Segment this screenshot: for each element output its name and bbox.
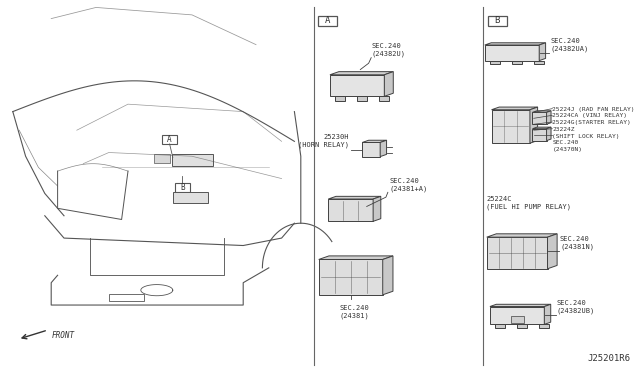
Polygon shape bbox=[373, 196, 381, 221]
Polygon shape bbox=[548, 234, 557, 269]
Polygon shape bbox=[487, 237, 548, 269]
Text: SEC.240
(24382UA): SEC.240 (24382UA) bbox=[550, 38, 589, 52]
Text: B: B bbox=[495, 16, 500, 25]
Polygon shape bbox=[330, 72, 393, 75]
Text: 25224G(STARTER RELAY): 25224G(STARTER RELAY) bbox=[552, 120, 631, 125]
Polygon shape bbox=[490, 307, 545, 324]
Text: (24370N): (24370N) bbox=[552, 147, 582, 152]
Polygon shape bbox=[540, 43, 545, 61]
Polygon shape bbox=[319, 256, 393, 260]
Text: SEC.240
(24381): SEC.240 (24381) bbox=[339, 305, 369, 319]
Polygon shape bbox=[545, 304, 550, 324]
Polygon shape bbox=[492, 110, 530, 143]
Text: B: B bbox=[180, 183, 185, 192]
Text: SEC.240
(24382U): SEC.240 (24382U) bbox=[371, 43, 405, 57]
Bar bbox=[511, 316, 524, 323]
Text: 25224C
(FUEL HI PUMP RELAY): 25224C (FUEL HI PUMP RELAY) bbox=[486, 196, 572, 210]
Polygon shape bbox=[485, 43, 545, 45]
Polygon shape bbox=[547, 111, 551, 124]
Text: J25201R6: J25201R6 bbox=[588, 354, 630, 363]
Text: SEC.240
(24381N): SEC.240 (24381N) bbox=[560, 236, 594, 250]
Bar bbox=[490, 61, 500, 64]
Bar bbox=[540, 324, 549, 328]
Bar bbox=[154, 154, 170, 163]
Bar bbox=[173, 192, 208, 203]
Polygon shape bbox=[532, 111, 551, 112]
Bar bbox=[380, 96, 389, 101]
Polygon shape bbox=[487, 234, 557, 237]
Bar bbox=[162, 135, 177, 144]
Polygon shape bbox=[490, 304, 550, 307]
Polygon shape bbox=[330, 75, 385, 96]
Polygon shape bbox=[380, 140, 387, 157]
Text: 23224Z: 23224Z bbox=[552, 127, 575, 132]
Polygon shape bbox=[492, 107, 538, 110]
Polygon shape bbox=[362, 142, 380, 157]
Text: 25224CA (VINJ RELAY): 25224CA (VINJ RELAY) bbox=[552, 113, 627, 118]
Bar bbox=[335, 96, 345, 101]
Text: FRONT: FRONT bbox=[51, 331, 74, 340]
Bar bbox=[534, 61, 544, 64]
Text: SEC.240
(24381+A): SEC.240 (24381+A) bbox=[389, 177, 428, 192]
Text: (SHIFT LOCK RELAY): (SHIFT LOCK RELAY) bbox=[552, 134, 620, 138]
Polygon shape bbox=[385, 72, 393, 96]
Polygon shape bbox=[532, 127, 551, 129]
Text: A: A bbox=[325, 16, 330, 25]
Bar bbox=[488, 16, 507, 26]
Bar bbox=[318, 16, 337, 26]
Bar bbox=[495, 324, 505, 328]
Text: SEC.240
(24382UB): SEC.240 (24382UB) bbox=[557, 300, 595, 314]
Polygon shape bbox=[532, 112, 547, 124]
Polygon shape bbox=[547, 127, 551, 141]
Polygon shape bbox=[485, 45, 540, 61]
Text: 25224J (RAD FAN RELAY): 25224J (RAD FAN RELAY) bbox=[552, 107, 635, 112]
Bar bbox=[512, 61, 522, 64]
Bar bbox=[172, 154, 213, 166]
Bar bbox=[357, 96, 367, 101]
Text: A: A bbox=[167, 135, 172, 144]
Polygon shape bbox=[532, 129, 547, 141]
Polygon shape bbox=[362, 140, 387, 142]
Bar bbox=[109, 294, 144, 301]
Polygon shape bbox=[328, 199, 373, 221]
Text: SEC.240: SEC.240 bbox=[552, 140, 579, 145]
Polygon shape bbox=[328, 196, 381, 199]
Polygon shape bbox=[319, 260, 383, 295]
Bar bbox=[175, 183, 190, 192]
Bar bbox=[517, 324, 527, 328]
Text: 25230H
(HORN RELAY): 25230H (HORN RELAY) bbox=[298, 134, 349, 148]
Polygon shape bbox=[530, 107, 538, 143]
Polygon shape bbox=[383, 256, 393, 295]
